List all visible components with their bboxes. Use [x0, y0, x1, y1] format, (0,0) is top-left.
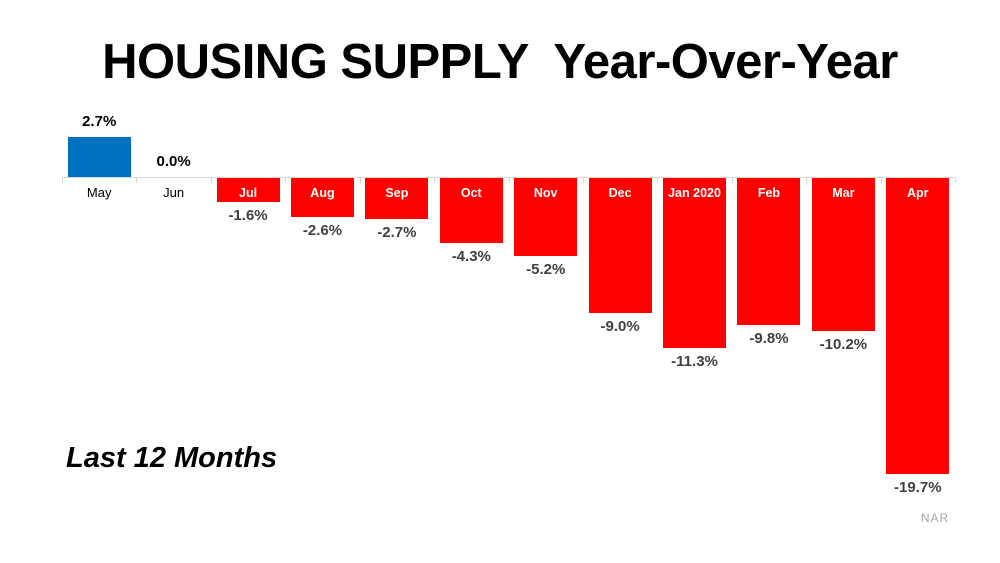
- x-axis-tick: [359, 178, 361, 183]
- month-label-jan-2020: Jan 2020: [668, 186, 721, 200]
- value-label-oct: -4.3%: [451, 247, 491, 265]
- bar-jan-2020: [663, 178, 727, 348]
- month-label-may: May: [86, 185, 112, 200]
- month-label-dec: Dec: [608, 186, 632, 200]
- x-axis-tick: [806, 178, 808, 183]
- month-label-jun: Jun: [163, 185, 185, 200]
- chart-title: HOUSING SUPPLY Year-Over-Year: [102, 35, 898, 89]
- x-axis-tick: [880, 178, 882, 183]
- value-label-may: 2.7%: [82, 112, 117, 130]
- month-label-aug: Aug: [310, 186, 335, 200]
- value-label-feb: -9.8%: [749, 330, 789, 347]
- x-axis-tick: [62, 178, 63, 183]
- bar-mar: [811, 178, 875, 331]
- value-label-jul: -1.6%: [228, 207, 268, 224]
- value-label-sep: -2.7%: [377, 223, 417, 241]
- footnote-label: Last 12 Months: [66, 442, 278, 474]
- bar-sep: [365, 178, 429, 219]
- value-label-dec: -9.0%: [600, 318, 640, 335]
- bar-may: [67, 136, 131, 177]
- bar-feb: [737, 178, 801, 325]
- x-axis-tick: [136, 178, 138, 183]
- x-axis-tick: [582, 178, 584, 183]
- x-axis-tick: [657, 178, 659, 183]
- value-label-apr: -19.7%: [894, 478, 942, 496]
- bar-dec: [588, 178, 652, 313]
- source-label: NAR: [920, 511, 950, 525]
- month-label-feb: Feb: [757, 186, 781, 200]
- value-label-jun: 0.0%: [156, 153, 191, 170]
- bar-nov: [514, 178, 578, 256]
- value-label-aug: -2.6%: [302, 222, 343, 239]
- month-label-sep: Sep: [385, 186, 409, 200]
- bar-oct: [439, 178, 503, 243]
- x-axis-tick: [731, 178, 733, 183]
- month-label-mar: Mar: [832, 186, 855, 200]
- value-label-jan-2020: -11.3%: [671, 352, 718, 370]
- month-label-apr: Apr: [907, 186, 929, 200]
- x-axis-tick: [210, 178, 212, 183]
- x-axis-tick: [434, 178, 436, 183]
- x-axis-tick: [285, 178, 287, 183]
- x-axis-tick: [955, 178, 956, 183]
- month-label-oct: Oct: [460, 186, 482, 200]
- bar-aug: [290, 178, 354, 217]
- month-label-jul: Jul: [239, 186, 258, 200]
- bar-apr: [886, 178, 950, 474]
- x-axis-tick: [508, 178, 510, 183]
- value-label-mar: -10.2%: [819, 336, 868, 353]
- value-label-nov: -5.2%: [526, 261, 566, 278]
- month-label-nov: Nov: [533, 186, 558, 200]
- x-axis-line: [62, 177, 955, 178]
- bar-jul: [216, 178, 280, 202]
